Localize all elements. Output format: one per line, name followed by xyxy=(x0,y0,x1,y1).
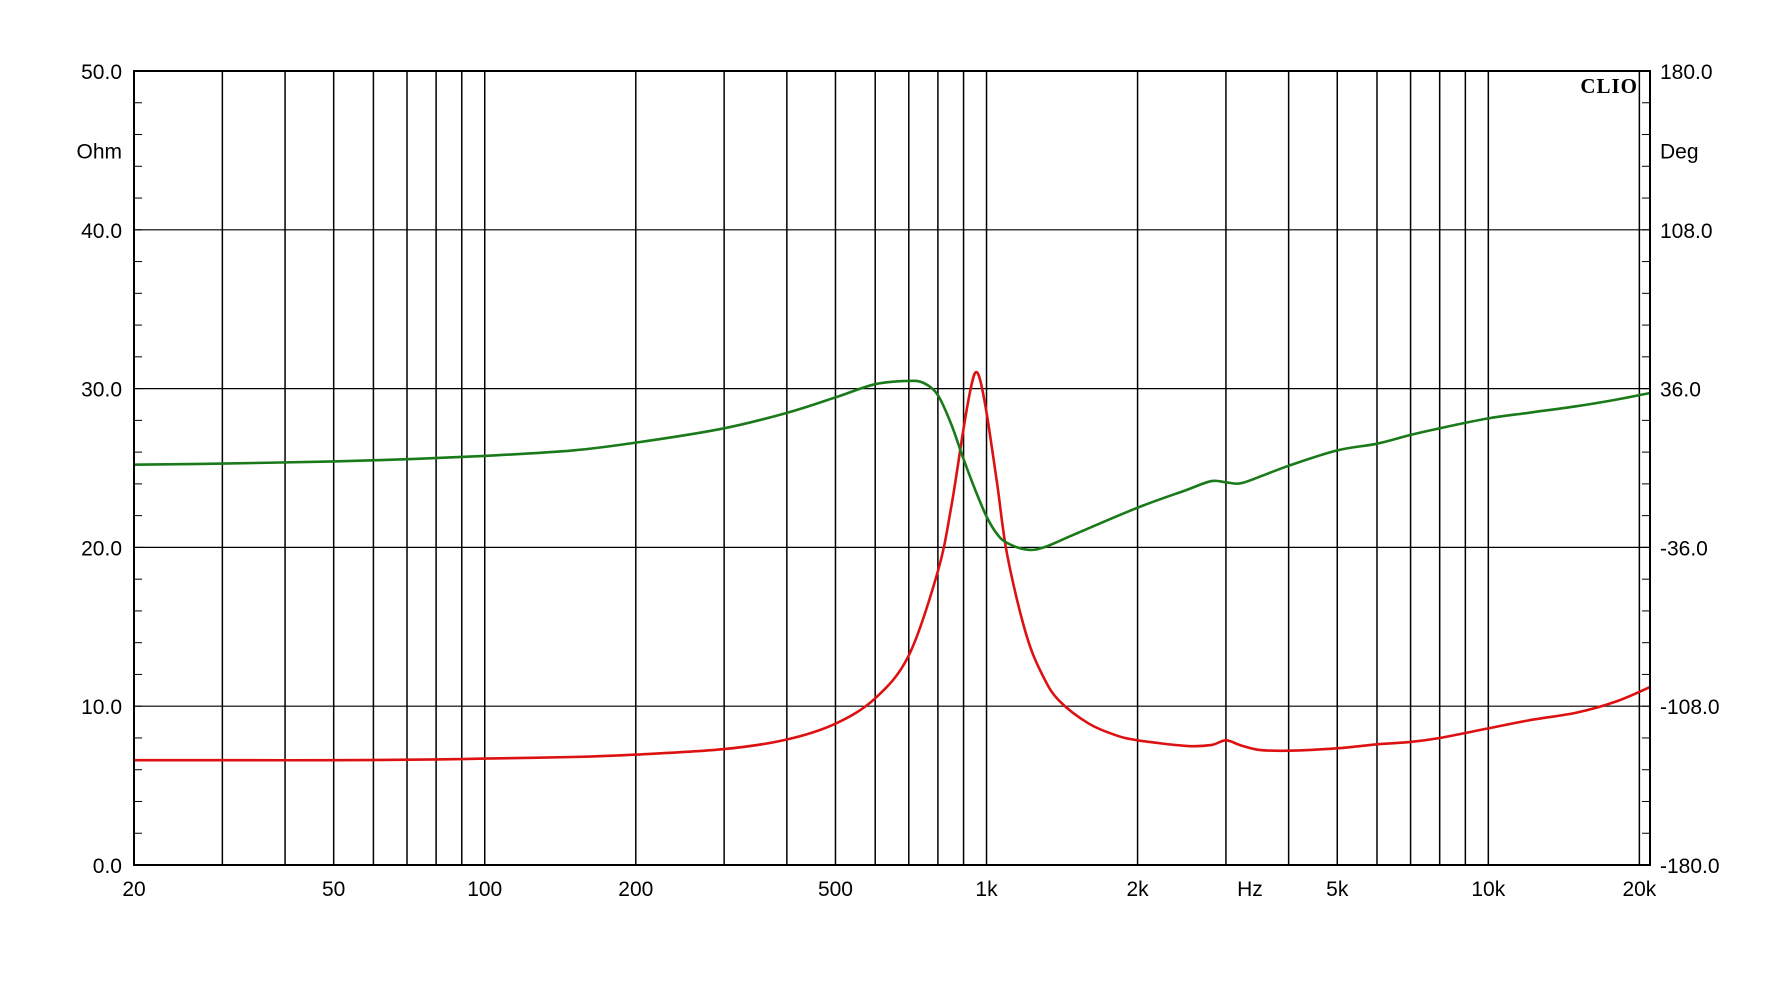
x-tick-label: 1k xyxy=(975,878,998,901)
grid-lines xyxy=(133,70,1650,866)
x-tick-label: 10k xyxy=(1471,878,1505,901)
brand-logo: CLIO xyxy=(1580,74,1638,98)
y-left-tick-label: 0.0 xyxy=(93,855,122,878)
y-left-tick-label: 20.0 xyxy=(81,537,122,560)
x-tick-label: 50 xyxy=(322,878,345,901)
x-tick-label: 2k xyxy=(1126,878,1149,901)
y-left-tick-label: 50.0 xyxy=(81,61,122,84)
y-right-tick-label: 36.0 xyxy=(1660,379,1701,402)
x-axis-label: Hz xyxy=(1237,878,1263,901)
data-series xyxy=(133,370,1651,762)
impedance-series-line xyxy=(134,370,1651,762)
minor-ticks xyxy=(134,70,1650,866)
y-right-tick-label: 108.0 xyxy=(1660,220,1713,243)
y-left-tick-label: 30.0 xyxy=(81,379,122,402)
y-left-tick-label: 10.0 xyxy=(81,696,122,719)
x-tick-label: 200 xyxy=(618,878,653,901)
x-tick-label: 500 xyxy=(818,878,853,901)
axis-labels: 0.0 10.0 20.0 30.0 40.0 50.0 -180.0 -108.0 -36.0… xyxy=(76,61,1719,901)
plot-frame xyxy=(133,70,1651,866)
y-right-tick-label: 180.0 xyxy=(1660,61,1713,84)
x-tick-label: 5k xyxy=(1326,878,1349,901)
x-tick-label: 100 xyxy=(467,878,502,901)
y-right-tick-label: -36.0 xyxy=(1660,537,1708,560)
phase-series-line xyxy=(133,379,1651,552)
x-tick-label: 20 xyxy=(122,878,145,901)
x-tick-label: 20k xyxy=(1622,878,1656,901)
y-left-axis-label: Ohm xyxy=(76,140,122,163)
y-right-tick-label: -180.0 xyxy=(1660,855,1720,878)
y-right-tick-label: -108.0 xyxy=(1660,696,1720,719)
y-left-tick-label: 40.0 xyxy=(81,220,122,243)
y-right-axis-label: Deg xyxy=(1660,140,1699,163)
